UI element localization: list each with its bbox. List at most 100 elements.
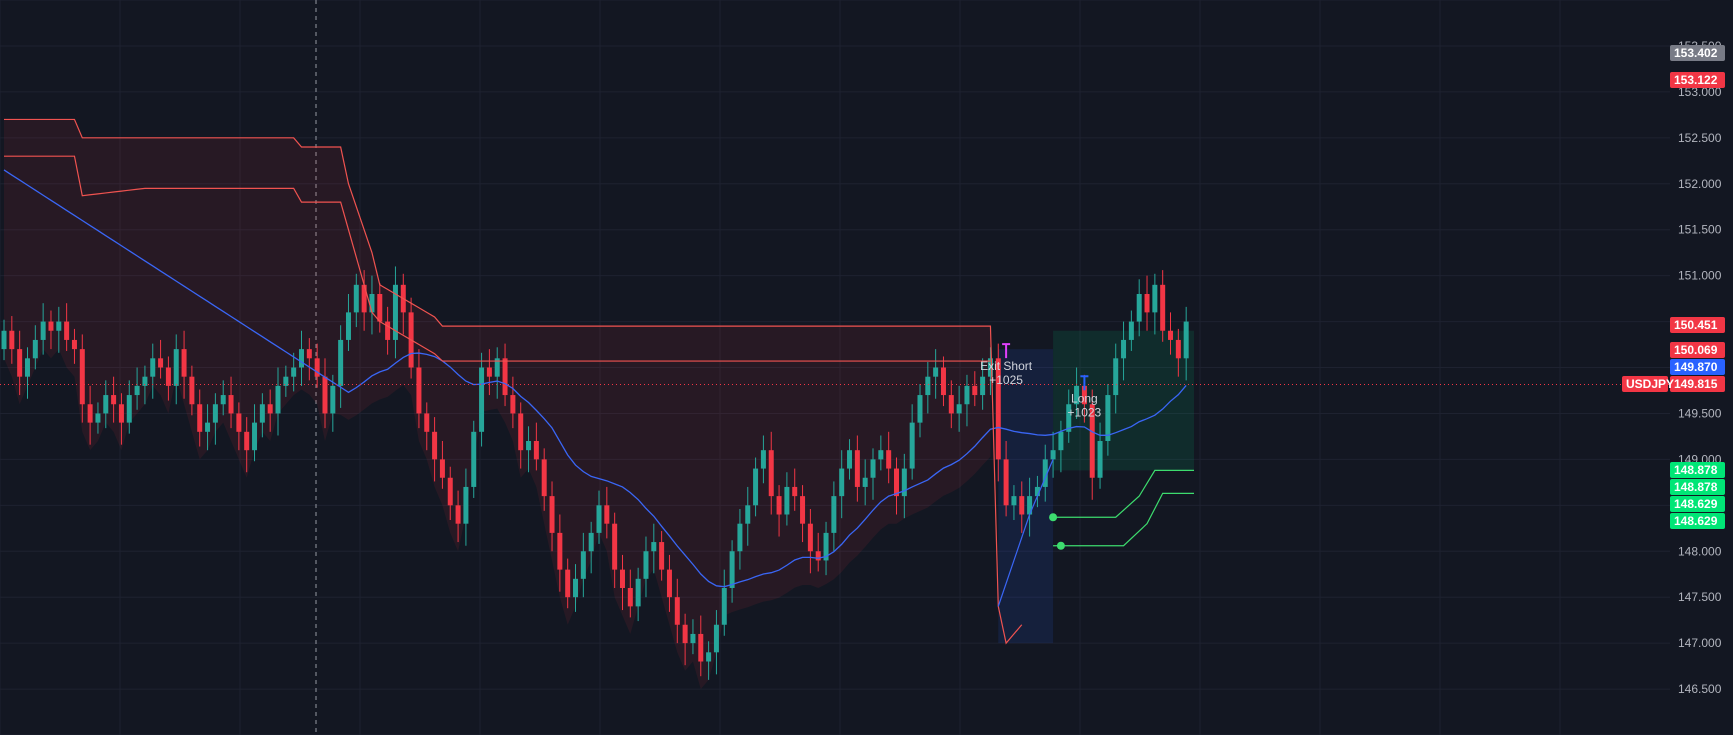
price-tick-label: 151.500 — [1678, 223, 1722, 237]
candle-up — [369, 294, 375, 313]
candle-up — [721, 588, 727, 625]
candle-down — [792, 486, 798, 497]
price-badge — [1670, 496, 1725, 512]
candle-up — [1011, 496, 1017, 506]
candle-up — [980, 376, 986, 396]
candle-up — [956, 404, 962, 414]
candle-down — [659, 542, 665, 570]
candle-up — [823, 532, 829, 561]
candle-up — [1042, 459, 1048, 487]
price-badge-value: 149.870 — [1674, 360, 1718, 374]
candle-up — [252, 422, 258, 451]
candle-up — [643, 551, 649, 579]
price-badge — [1670, 479, 1725, 495]
candle-down — [510, 395, 516, 414]
candle-up — [870, 459, 876, 478]
candle-down — [682, 624, 688, 644]
candle-up — [283, 376, 289, 386]
price-badge — [1670, 513, 1725, 529]
candle-down — [361, 284, 367, 313]
candle-down — [322, 376, 328, 414]
candle-up — [737, 523, 743, 552]
candle-down — [698, 633, 704, 662]
candle-down — [486, 367, 492, 377]
candle-down — [674, 597, 680, 625]
long-arrow-icon — [1080, 375, 1089, 391]
candle-up — [901, 468, 907, 497]
candle-up — [24, 358, 30, 377]
candle-down — [1019, 496, 1025, 515]
channel-fills — [4, 119, 1194, 690]
candle-down — [619, 569, 625, 588]
candle-up — [526, 441, 532, 451]
candle-down — [1168, 330, 1174, 340]
price-badges: 153.402 153.122 150.451 150.069 149.870 149.8… — [1622, 45, 1725, 529]
candle-up — [299, 349, 304, 368]
candle-down — [604, 505, 610, 524]
candle-down — [627, 588, 633, 607]
candle-down — [181, 349, 187, 377]
candle-down — [995, 358, 1001, 460]
candle-up — [275, 385, 281, 414]
candle-down — [439, 459, 445, 478]
candle-up — [760, 450, 766, 469]
candle-down — [768, 450, 774, 497]
symbol-badge-label: USDJPY — [1626, 377, 1674, 391]
price-tick-label: 148.000 — [1678, 544, 1722, 558]
candle-down — [447, 477, 453, 506]
price-tick-label: 152.000 — [1678, 177, 1722, 191]
candle-down — [71, 339, 77, 350]
candle-up — [1066, 404, 1072, 432]
candle-up — [479, 367, 485, 432]
candle-down — [1081, 385, 1087, 405]
candle-down — [9, 330, 15, 350]
long-profit: +1023 — [1068, 405, 1102, 419]
candle-up — [635, 578, 641, 607]
candle-down — [267, 404, 273, 414]
price-tick-label: 147.000 — [1678, 636, 1722, 650]
support-dot — [1056, 541, 1065, 550]
candle-up — [651, 542, 657, 552]
exit-short-arrow-icon — [1002, 343, 1011, 359]
price-tick-label: 151.000 — [1678, 269, 1722, 283]
support-upper-line — [1053, 469, 1194, 518]
chart-grid — [0, 0, 1670, 735]
candle-down — [432, 431, 438, 460]
price-badge — [1670, 45, 1725, 61]
candle-up — [220, 395, 226, 405]
candle-down — [416, 367, 422, 414]
price-tick-label: 152.500 — [1678, 131, 1722, 145]
candle-up — [573, 578, 579, 598]
candle-down — [377, 294, 383, 322]
candle-down — [1144, 294, 1150, 313]
candle-up — [173, 349, 179, 386]
candle-down — [236, 413, 242, 432]
candle-up — [1152, 284, 1158, 313]
candle-up — [596, 505, 602, 533]
candle-down — [244, 431, 250, 451]
candle-down — [541, 459, 547, 497]
candle-down — [1089, 404, 1095, 478]
price-tick-label: 153.000 — [1678, 85, 1722, 99]
candle-up — [1128, 321, 1134, 340]
candle-down — [197, 404, 203, 432]
candle-down — [666, 569, 672, 598]
candle-down — [549, 496, 555, 533]
candle-up — [831, 496, 837, 533]
price-badge — [1670, 342, 1725, 358]
candle-up — [690, 633, 696, 644]
candle-up — [878, 450, 884, 460]
price-badge — [1670, 462, 1725, 478]
transition-line — [997, 459, 1054, 607]
candle-up — [753, 468, 759, 506]
support-dot — [1049, 513, 1058, 522]
price-badge-value: 148.629 — [1674, 514, 1718, 528]
candle-down — [118, 404, 124, 423]
price-badge — [1670, 376, 1725, 392]
candle-up — [142, 376, 148, 386]
candle-down — [17, 349, 23, 377]
candle-down — [314, 358, 320, 377]
candle-up — [580, 551, 586, 579]
support-lower-line — [1053, 492, 1194, 547]
